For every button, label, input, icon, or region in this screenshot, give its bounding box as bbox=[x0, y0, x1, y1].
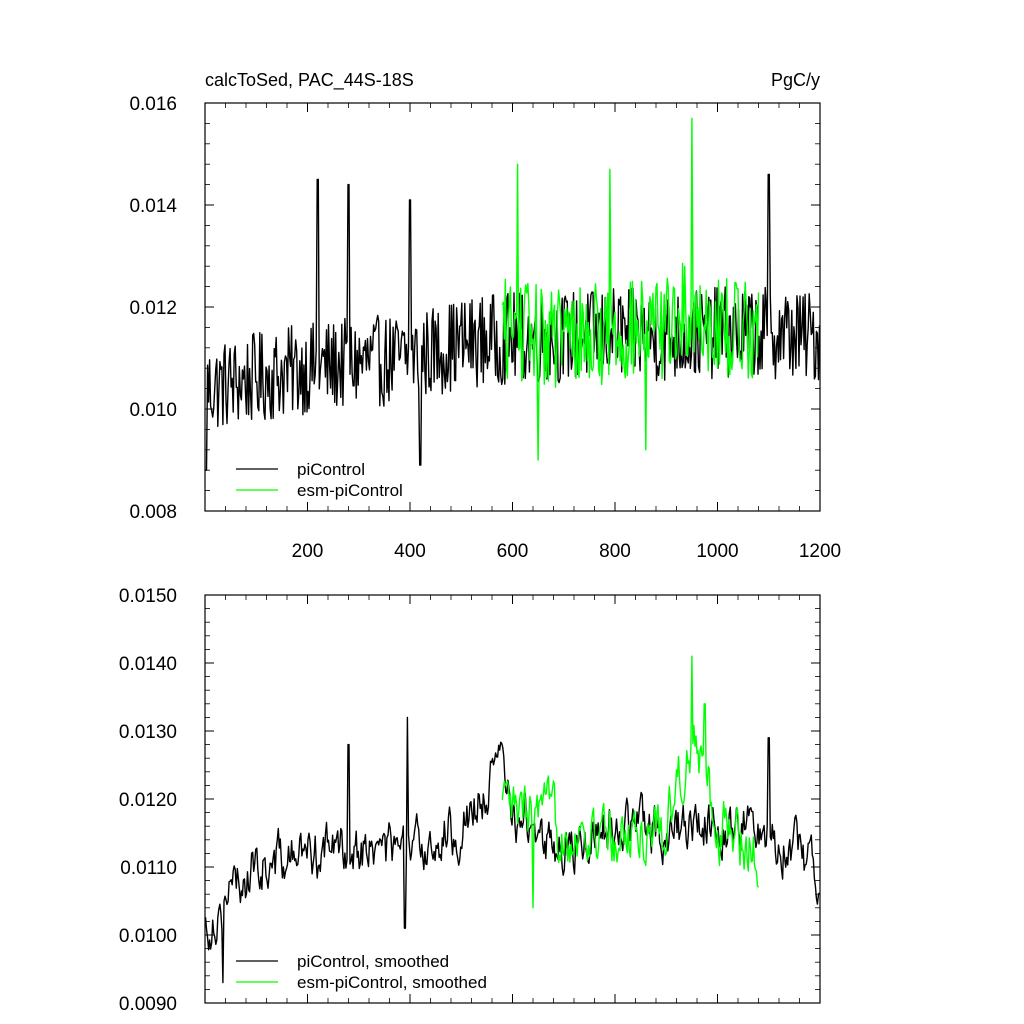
series-line-esm-picontrol bbox=[501, 117, 760, 461]
y-tick-label: 0.0090 bbox=[119, 994, 177, 1015]
y-tick-label: 0.0100 bbox=[119, 926, 177, 947]
x-tick-label: 1000 bbox=[696, 541, 738, 562]
y-tick-label: 0.0130 bbox=[119, 722, 177, 743]
y-tick-label: 0.0150 bbox=[119, 586, 177, 607]
bottom-legend: piControl, smoothed esm-piControl, smoot… bbox=[236, 952, 487, 992]
y-tick-label: 0.0120 bbox=[119, 790, 177, 811]
y-tick-label: 0.014 bbox=[129, 196, 177, 217]
legend-label-picontrol: piControl bbox=[297, 460, 365, 479]
x-tick-label: 400 bbox=[394, 541, 426, 562]
y-tick-label: 0.016 bbox=[129, 94, 177, 115]
bottom-panel: 0.0090 0.0100 0.0110 0.0120 0.0130 0.0140 0.01… bbox=[119, 586, 821, 1015]
y-tick-label: 0.0140 bbox=[119, 654, 177, 675]
y-tick-label: 0.010 bbox=[129, 400, 177, 421]
top-panel: calcToSed, PAC_44S-18S PgC/y 0.008 0.010 0… bbox=[129, 70, 841, 562]
x-tick-label: 600 bbox=[497, 541, 529, 562]
y-tick-label: 0.008 bbox=[129, 502, 177, 523]
chart-title: calcToSed, PAC_44S-18S bbox=[205, 70, 414, 91]
bottom-plot-frame bbox=[204, 594, 821, 1004]
legend-label-esm-picontrol: esm-piControl bbox=[297, 481, 403, 500]
x-tick-label: 800 bbox=[599, 541, 631, 562]
top-legend: piControl esm-piControl bbox=[236, 460, 403, 500]
x-tick-label: 1200 bbox=[799, 541, 841, 562]
legend-label-esm-picontrol-smoothed: esm-piControl, smoothed bbox=[297, 973, 487, 992]
units-label: PgC/y bbox=[771, 70, 820, 90]
series-line-picontrol bbox=[205, 173, 821, 471]
legend-label-picontrol-smoothed: piControl, smoothed bbox=[297, 952, 449, 971]
y-tick-label: 0.012 bbox=[129, 298, 177, 319]
series-line-esm-picontrol-smoothed bbox=[501, 655, 760, 909]
y-tick-label: 0.0110 bbox=[120, 858, 177, 879]
x-tick-label: 200 bbox=[292, 541, 324, 562]
top-plot-frame bbox=[204, 102, 821, 512]
